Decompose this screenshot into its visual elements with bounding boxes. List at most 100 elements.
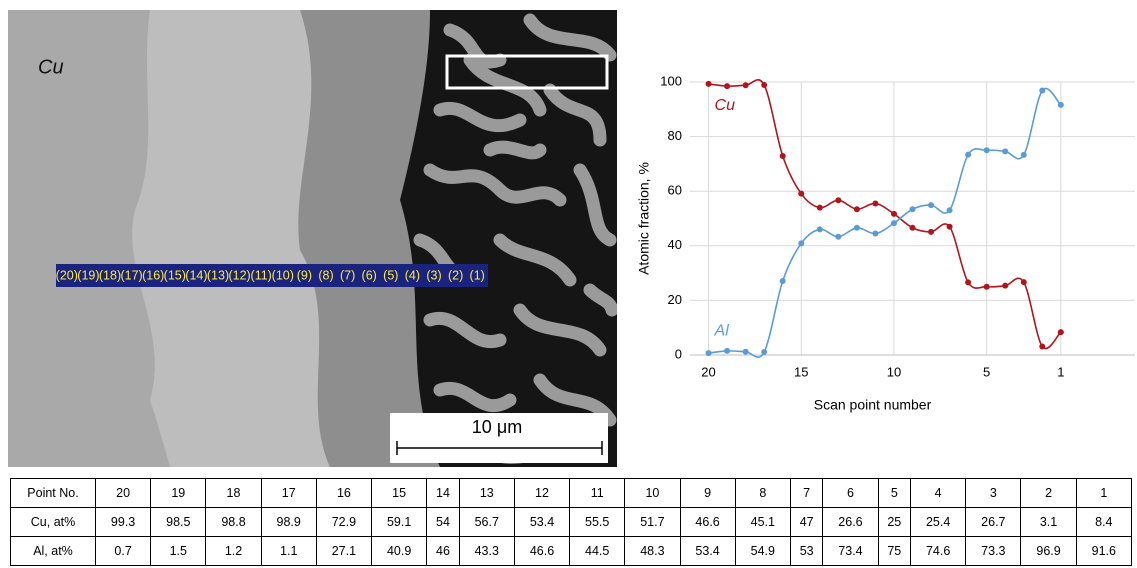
table-cell: 45.1 (734, 507, 791, 537)
table-cell: 1.2 (205, 536, 262, 566)
data-point (928, 202, 935, 209)
series-label: Al (714, 322, 730, 339)
data-point (761, 348, 768, 355)
table-cell: 48.3 (624, 536, 681, 566)
x-tick-label: 15 (794, 364, 808, 379)
scan-label: (5) (383, 268, 398, 282)
data-point (853, 206, 860, 213)
series-label: Cu (715, 97, 736, 114)
data-point (705, 350, 712, 357)
table-cell: 73.4 (822, 536, 879, 566)
data-point (835, 197, 842, 204)
table-cell: 15 (371, 478, 428, 508)
table-cell: 14 (426, 478, 460, 508)
table-cell: 98.5 (150, 507, 207, 537)
scan-label: (12) (228, 268, 250, 282)
data-point (1057, 101, 1064, 108)
data-point (965, 151, 972, 158)
data-point (1039, 343, 1046, 350)
data-point (946, 223, 953, 230)
data-point (946, 207, 953, 214)
scale-label: 10 μm (472, 417, 522, 437)
y-tick-label: 0 (675, 346, 682, 361)
data-point (742, 348, 749, 355)
scan-label: (2) (448, 268, 463, 282)
data-point (890, 210, 897, 217)
scale-bar (396, 441, 603, 455)
table-cell: 96.9 (1020, 536, 1077, 566)
table-cell: 74.6 (910, 536, 967, 566)
figure: Cu (20) (19) (18) (17) (16) (15) (14) (13) (12)(… (8, 10, 1135, 467)
series-line (708, 87, 1062, 358)
table-cell: 98.8 (205, 507, 262, 537)
table-cell: 16 (315, 478, 373, 508)
data-point (724, 83, 731, 90)
series-line (708, 79, 1062, 350)
data-point (705, 80, 712, 87)
table-cell: 12 (513, 478, 571, 508)
table-cell: 2 (1020, 478, 1077, 508)
table-cell: 46.6 (679, 507, 736, 537)
data-point (909, 206, 916, 213)
data-point (983, 283, 990, 290)
scan-label: (18) (99, 268, 121, 282)
scan-label: (3) (426, 268, 441, 282)
table-cell: 4 (910, 478, 967, 508)
data-point (816, 204, 823, 211)
table-cell: Al, at% (10, 536, 96, 566)
table-cell: 7 (789, 478, 824, 508)
table-row: Cu, at% 99.3 98.5 98.8 98.9 72.9 59.1 54 56.7 53.… (10, 507, 1133, 537)
table-cell: 73.3 (965, 536, 1022, 566)
y-tick-label: 20 (668, 292, 682, 307)
table-cell: 1 (1075, 478, 1133, 508)
table-cell: 53.4 (679, 536, 736, 566)
table-cell: 5 (877, 478, 912, 508)
table-cell: 10 (624, 478, 681, 508)
table-cell: 17 (260, 478, 317, 508)
scan-label: (17) (120, 268, 142, 282)
table-cell: 53 (789, 536, 824, 566)
x-axis-label: Scan point number (814, 397, 932, 413)
table-cell: Point No. (10, 478, 96, 508)
data-point (965, 279, 972, 286)
data-point (983, 147, 990, 154)
table-cell: 25.4 (910, 507, 967, 537)
table-cell: 53.4 (513, 507, 571, 537)
table-cell: 8 (734, 478, 791, 508)
data-point (928, 228, 935, 235)
data-point (742, 82, 749, 89)
x-tick-label: 5 (983, 364, 990, 379)
y-tick-label: 100 (660, 73, 682, 88)
table-cell: 13 (458, 478, 515, 508)
table-cell: 11 (569, 478, 626, 508)
x-tick-label: 10 (887, 364, 901, 379)
table-cell: 8.4 (1075, 507, 1133, 537)
scale-box (390, 413, 608, 463)
data-point (890, 220, 897, 227)
table-cell: 56.7 (458, 507, 515, 537)
table-cell: 98.9 (260, 507, 317, 537)
sem-image (8, 10, 617, 467)
table-cell: 91.6 (1075, 536, 1133, 566)
data-point (1020, 279, 1027, 286)
table-cell: 1.5 (150, 536, 207, 566)
table-cell: 19 (150, 478, 207, 508)
table-cell: 54.9 (734, 536, 791, 566)
table-cell: 26.7 (965, 507, 1022, 537)
y-tick-label: 40 (668, 237, 682, 252)
table-cell: 46.6 (513, 536, 571, 566)
scan-label: (1) (470, 268, 485, 282)
table-cell: 18 (205, 478, 262, 508)
table-cell: 44.5 (569, 536, 626, 566)
scan-line (56, 264, 488, 287)
scan-label: (4) (405, 268, 420, 282)
scan-label: (19) (77, 268, 99, 282)
table-cell: 72.9 (315, 507, 373, 537)
table-cell: 75 (877, 536, 912, 566)
data-point (835, 233, 842, 240)
scan-label: (6) (362, 268, 377, 282)
scan-label: (16) (142, 268, 164, 282)
data-point (853, 224, 860, 231)
data-point (872, 230, 879, 237)
phase-label: Cu (38, 56, 64, 78)
